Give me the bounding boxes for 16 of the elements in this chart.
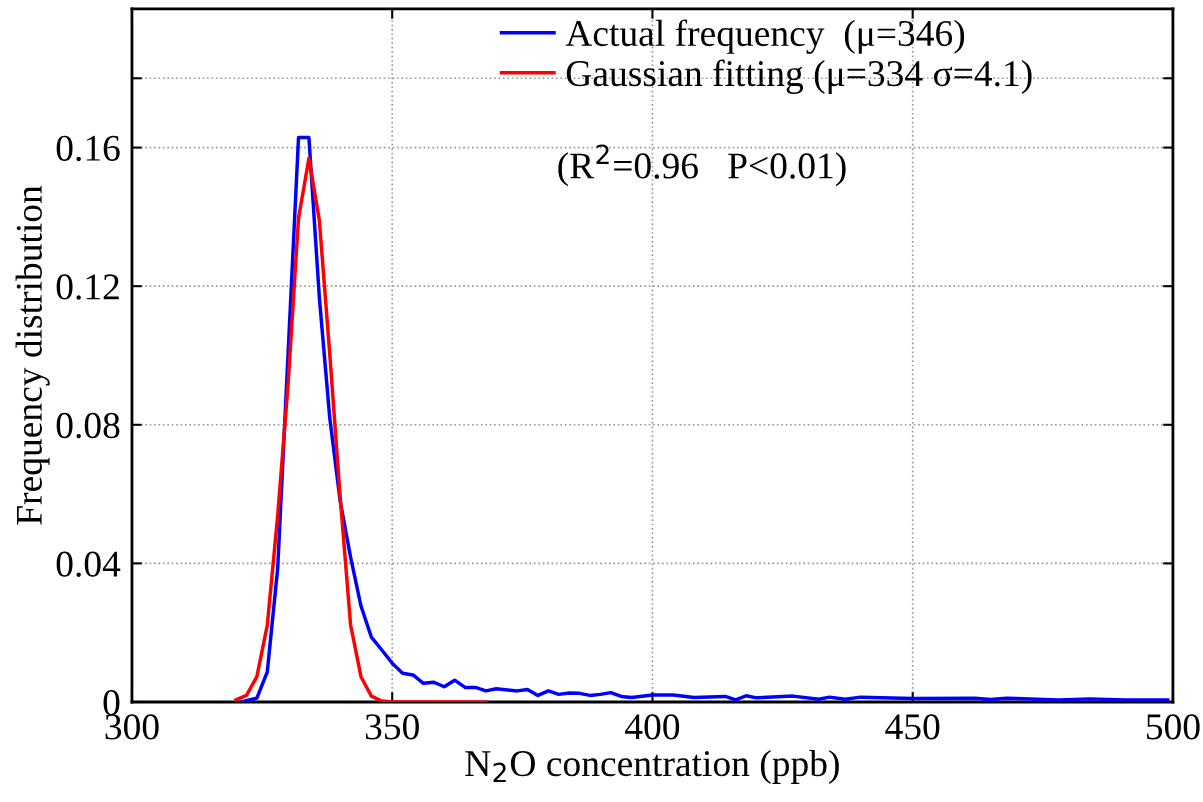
- legend-label: Actual frequency (μ=346): [565, 19, 965, 54]
- legend-label: Gaussian fitting (μ=334 σ=4.1): [566, 59, 1032, 94]
- y-tick-label: 0.04: [56, 551, 121, 577]
- y-tick-label: 0.12: [56, 274, 119, 300]
- y-axis-title: Frequency distribution: [15, 185, 50, 525]
- x-tick-label: 400: [625, 714, 680, 740]
- x-axis-title: N$_{2}$O concentration (ppb): [465, 749, 839, 784]
- annotation: (R$^{2}$=0.96 P<0.01): [558, 144, 846, 187]
- x-tick-label: 350: [365, 714, 419, 740]
- line-series: [234, 156, 488, 702]
- x-tick-label: 300: [105, 714, 159, 740]
- y-tick-label: 0.08: [56, 412, 120, 439]
- y-tick-label: 0.16: [56, 135, 120, 162]
- y-tick-label: 0: [103, 690, 120, 716]
- x-tick-label: 500: [1146, 714, 1200, 740]
- x-tick-label: 450: [885, 714, 940, 740]
